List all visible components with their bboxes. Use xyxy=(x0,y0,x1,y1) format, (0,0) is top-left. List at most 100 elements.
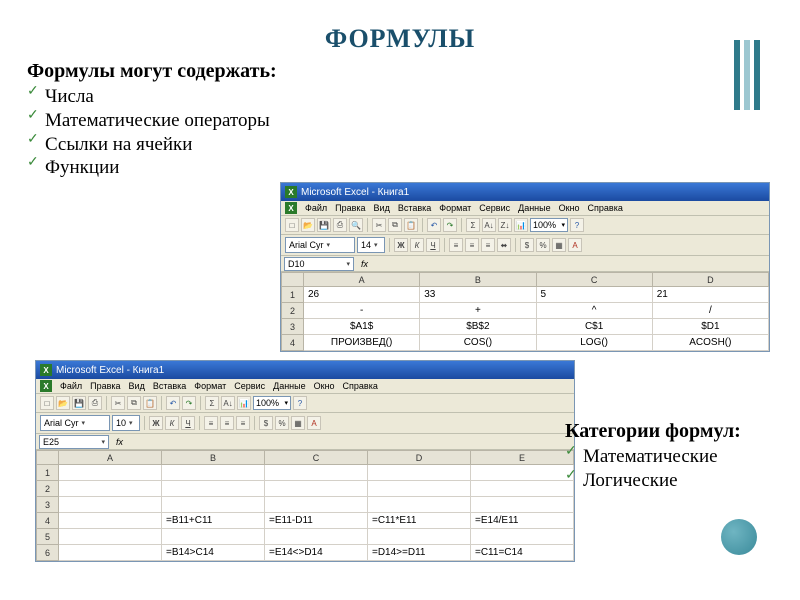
sort-asc-icon[interactable]: A↓ xyxy=(482,218,496,232)
cell[interactable]: 26 xyxy=(304,287,420,303)
menu-item[interactable]: Данные xyxy=(273,381,306,391)
redo-icon[interactable]: ↷ xyxy=(182,396,196,410)
fx-icon[interactable]: fx xyxy=(112,437,127,447)
cell[interactable]: =B11+C11 xyxy=(162,513,265,529)
cell[interactable] xyxy=(162,481,265,497)
titlebar[interactable]: X Microsoft Excel - Книга1 xyxy=(281,183,769,201)
cell[interactable]: =B14>C14 xyxy=(162,545,265,561)
name-box[interactable]: D10 xyxy=(284,257,354,271)
cell[interactable] xyxy=(265,497,368,513)
new-icon[interactable]: □ xyxy=(285,218,299,232)
row-header[interactable]: 4 xyxy=(282,335,304,351)
name-box[interactable]: E25 xyxy=(39,435,109,449)
font-size-box[interactable]: 14 xyxy=(357,237,385,253)
cell[interactable]: - xyxy=(304,303,420,319)
cell[interactable] xyxy=(59,497,162,513)
cell[interactable] xyxy=(368,465,471,481)
align-center-icon[interactable]: ≡ xyxy=(465,238,479,252)
cell[interactable]: C$1 xyxy=(536,319,652,335)
help-icon[interactable]: ? xyxy=(293,396,307,410)
cell[interactable]: 33 xyxy=(420,287,536,303)
cell[interactable] xyxy=(471,497,574,513)
col-header[interactable]: D xyxy=(368,451,471,465)
font-size-box[interactable]: 10 xyxy=(112,415,140,431)
row-header[interactable]: 1 xyxy=(282,287,304,303)
cell[interactable]: ACOSH() xyxy=(652,335,768,351)
cell[interactable]: ^ xyxy=(536,303,652,319)
borders-icon[interactable]: ▦ xyxy=(552,238,566,252)
chart-icon[interactable]: 📊 xyxy=(237,396,251,410)
menu-item[interactable]: Вставка xyxy=(153,381,186,391)
cut-icon[interactable]: ✂ xyxy=(372,218,386,232)
align-left-icon[interactable]: ≡ xyxy=(204,416,218,430)
col-header[interactable]: C xyxy=(265,451,368,465)
cell[interactable] xyxy=(471,529,574,545)
print-icon[interactable]: ⎙ xyxy=(88,396,102,410)
font-color-icon[interactable]: A xyxy=(568,238,582,252)
percent-icon[interactable]: % xyxy=(536,238,550,252)
fx-icon[interactable]: fx xyxy=(357,259,372,269)
titlebar[interactable]: X Microsoft Excel - Книга1 xyxy=(36,361,574,379)
align-center-icon[interactable]: ≡ xyxy=(220,416,234,430)
sort-asc-icon[interactable]: A↓ xyxy=(221,396,235,410)
open-icon[interactable]: 📂 xyxy=(56,396,70,410)
italic-icon[interactable]: К xyxy=(165,416,179,430)
col-header[interactable]: C xyxy=(536,273,652,287)
cell[interactable]: + xyxy=(420,303,536,319)
cell[interactable]: $A1$ xyxy=(304,319,420,335)
italic-icon[interactable]: К xyxy=(410,238,424,252)
cell[interactable] xyxy=(59,529,162,545)
cut-icon[interactable]: ✂ xyxy=(111,396,125,410)
row-header[interactable]: 2 xyxy=(282,303,304,319)
sort-desc-icon[interactable]: Z↓ xyxy=(498,218,512,232)
save-icon[interactable]: 💾 xyxy=(317,218,331,232)
cell[interactable] xyxy=(162,497,265,513)
select-all[interactable] xyxy=(282,273,304,287)
new-icon[interactable]: □ xyxy=(40,396,54,410)
cell[interactable] xyxy=(471,481,574,497)
col-header[interactable]: A xyxy=(304,273,420,287)
menu-item[interactable]: Окно xyxy=(314,381,335,391)
copy-icon[interactable]: ⧉ xyxy=(127,396,141,410)
col-header[interactable]: B xyxy=(162,451,265,465)
menu-item[interactable]: Формат xyxy=(439,203,471,213)
font-color-icon[interactable]: A xyxy=(307,416,321,430)
row-header[interactable]: 2 xyxy=(37,481,59,497)
open-icon[interactable]: 📂 xyxy=(301,218,315,232)
cell[interactable]: 21 xyxy=(652,287,768,303)
cell[interactable]: LOG() xyxy=(536,335,652,351)
paste-icon[interactable]: 📋 xyxy=(143,396,157,410)
cell[interactable] xyxy=(162,465,265,481)
cell[interactable]: $B$2 xyxy=(420,319,536,335)
cell[interactable]: =E11-D11 xyxy=(265,513,368,529)
zoom-box[interactable]: 100% xyxy=(253,396,291,410)
row-header[interactable]: 6 xyxy=(37,545,59,561)
cell[interactable]: $D1 xyxy=(652,319,768,335)
menu-item[interactable]: Сервис xyxy=(234,381,265,391)
row-header[interactable]: 5 xyxy=(37,529,59,545)
save-icon[interactable]: 💾 xyxy=(72,396,86,410)
sum-icon[interactable]: Σ xyxy=(466,218,480,232)
cell[interactable]: =E14/E11 xyxy=(471,513,574,529)
row-header[interactable]: 3 xyxy=(282,319,304,335)
cell[interactable]: / xyxy=(652,303,768,319)
cell[interactable] xyxy=(59,545,162,561)
menu-item[interactable]: Сервис xyxy=(479,203,510,213)
align-right-icon[interactable]: ≡ xyxy=(481,238,495,252)
merge-icon[interactable]: ⬌ xyxy=(497,238,511,252)
cell[interactable] xyxy=(265,481,368,497)
cell[interactable] xyxy=(59,465,162,481)
row-header[interactable]: 1 xyxy=(37,465,59,481)
help-icon[interactable]: ? xyxy=(570,218,584,232)
menu-item[interactable]: Данные xyxy=(518,203,551,213)
cell[interactable] xyxy=(368,481,471,497)
menu-item[interactable]: Формат xyxy=(194,381,226,391)
cell[interactable]: 5 xyxy=(536,287,652,303)
copy-icon[interactable]: ⧉ xyxy=(388,218,402,232)
cell[interactable]: ПРОИЗВЕД() xyxy=(304,335,420,351)
currency-icon[interactable]: $ xyxy=(259,416,273,430)
menu-item[interactable]: Вид xyxy=(374,203,390,213)
underline-icon[interactable]: Ч xyxy=(181,416,195,430)
sum-icon[interactable]: Σ xyxy=(205,396,219,410)
menu-item[interactable]: Файл xyxy=(305,203,327,213)
